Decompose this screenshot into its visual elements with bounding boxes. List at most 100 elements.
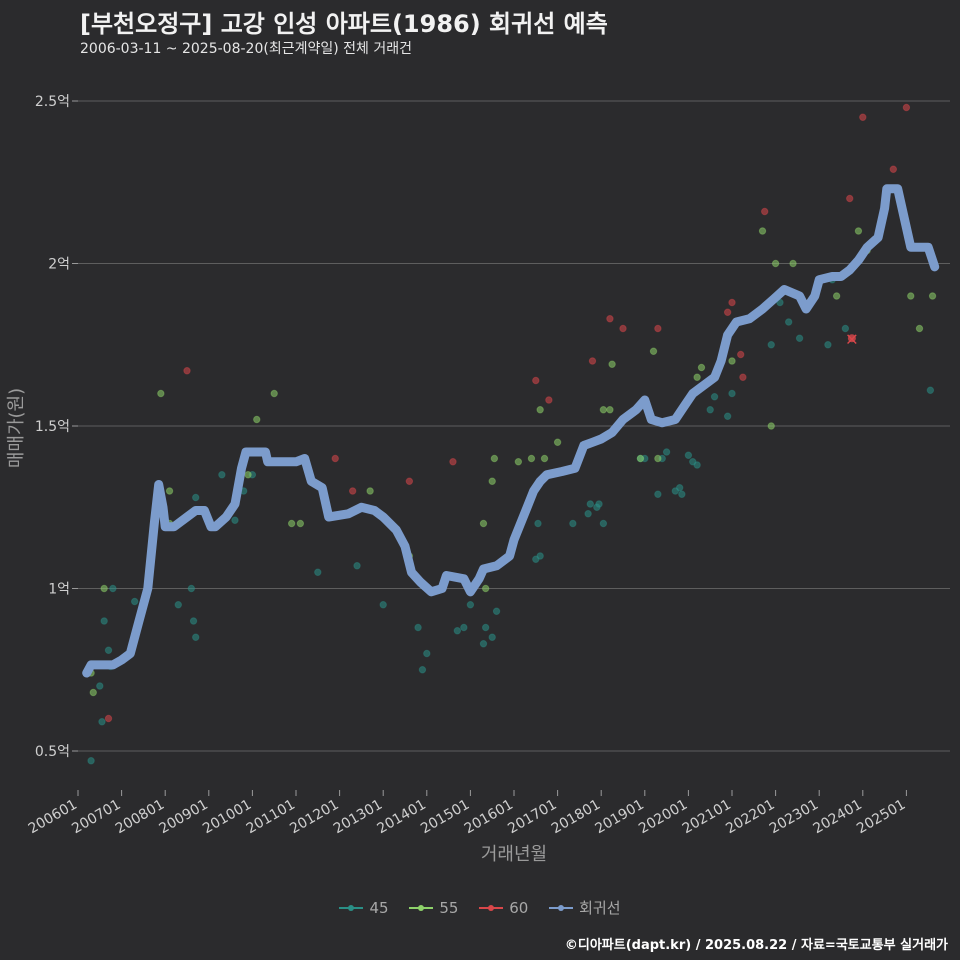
data-point-45 bbox=[784, 318, 793, 326]
legend-item-regression: 회귀선 bbox=[549, 897, 621, 918]
data-point-55 bbox=[366, 487, 374, 495]
data-point-55 bbox=[907, 292, 915, 300]
data-point-60 bbox=[104, 714, 113, 723]
data-point-55 bbox=[479, 519, 488, 528]
data-point-55 bbox=[599, 406, 608, 414]
legend-item-60: 60 bbox=[479, 899, 528, 917]
data-point-45 bbox=[684, 451, 693, 459]
data-point-45 bbox=[174, 601, 182, 609]
data-point-45 bbox=[192, 493, 200, 502]
data-point-55 bbox=[481, 584, 490, 593]
legend-label-45: 45 bbox=[369, 898, 389, 917]
data-point-60 bbox=[449, 458, 457, 466]
data-point-60 bbox=[761, 207, 769, 216]
data-point-60 bbox=[846, 194, 854, 203]
x-tick-label: 201301 bbox=[331, 797, 385, 838]
data-point-55 bbox=[654, 454, 662, 463]
data-point-45 bbox=[841, 324, 850, 333]
data-point-55 bbox=[296, 519, 305, 528]
data-point-60 bbox=[348, 487, 357, 495]
x-tick-label: 201101 bbox=[244, 797, 298, 838]
data-point-60 bbox=[606, 315, 614, 323]
data-point-55 bbox=[636, 454, 645, 463]
data-point-45 bbox=[492, 607, 501, 615]
data-point-55 bbox=[270, 389, 278, 398]
regression-line bbox=[82, 184, 940, 678]
data-point-55 bbox=[697, 363, 706, 372]
x-tick-label: 200701 bbox=[69, 797, 123, 838]
data-point-55 bbox=[649, 347, 658, 355]
legend-label-55: 55 bbox=[439, 898, 459, 917]
data-point-55 bbox=[540, 454, 549, 463]
data-point-45 bbox=[728, 389, 736, 398]
data-point-45 bbox=[599, 519, 608, 528]
data-point-55 bbox=[89, 688, 97, 697]
x-tick-label: 201701 bbox=[505, 797, 559, 838]
data-point-45 bbox=[675, 484, 684, 492]
x-tick-label: 200601 bbox=[26, 797, 80, 838]
data-point-45 bbox=[710, 393, 719, 401]
data-point-55 bbox=[771, 259, 780, 268]
data-point-45 bbox=[453, 627, 462, 635]
data-point-45 bbox=[481, 623, 490, 632]
data-point-45 bbox=[96, 682, 104, 690]
data-point-60 bbox=[405, 477, 414, 485]
data-point-45 bbox=[534, 519, 542, 528]
legend-label-60: 60 bbox=[509, 898, 529, 917]
data-point-55 bbox=[157, 389, 165, 398]
data-point-45 bbox=[100, 617, 108, 625]
data-point-45 bbox=[662, 448, 671, 456]
x-tick-label: 202001 bbox=[636, 797, 690, 838]
data-point-60 bbox=[728, 298, 736, 307]
x-tick-label: 201401 bbox=[375, 797, 429, 838]
x-tick-label: 202201 bbox=[723, 797, 777, 838]
data-point-45 bbox=[187, 584, 196, 593]
data-point-60 bbox=[331, 454, 339, 463]
data-point-55 bbox=[490, 454, 499, 463]
data-point-45 bbox=[379, 601, 387, 609]
data-point-55 bbox=[728, 357, 736, 365]
data-point-60 bbox=[723, 308, 732, 316]
data-point-55 bbox=[253, 415, 261, 424]
data-point-55 bbox=[536, 406, 544, 414]
data-point-45 bbox=[723, 412, 732, 420]
data-point-45 bbox=[693, 461, 701, 469]
data-point-45 bbox=[706, 406, 714, 414]
y-tick-label: 0.5억 bbox=[35, 744, 70, 760]
data-point-45 bbox=[414, 623, 422, 632]
data-point-60 bbox=[588, 357, 597, 365]
latest-trade-point bbox=[847, 334, 856, 343]
data-point-55 bbox=[789, 259, 797, 268]
data-point-60 bbox=[619, 324, 627, 333]
y-axis-label: 매매가(원) bbox=[6, 388, 27, 468]
data-point-45 bbox=[678, 490, 686, 498]
data-point-45 bbox=[671, 487, 680, 495]
legend-key-45-icon bbox=[339, 900, 364, 916]
y-tick-label: 2.5억 bbox=[35, 94, 70, 110]
data-point-55 bbox=[832, 292, 841, 300]
data-point-45 bbox=[795, 334, 804, 342]
data-point-60 bbox=[737, 350, 745, 359]
data-point-55 bbox=[100, 584, 108, 593]
data-point-45 bbox=[569, 519, 577, 528]
data-point-55 bbox=[767, 422, 775, 430]
chart-title: [부천오정구] 고강 인성 아파트(1986) 회귀선 예측 bbox=[80, 10, 608, 38]
data-point-45 bbox=[423, 649, 431, 658]
data-point-55 bbox=[915, 324, 924, 333]
data-point-60 bbox=[545, 396, 553, 404]
data-point-45 bbox=[231, 516, 239, 524]
x-tick-label: 202401 bbox=[811, 797, 865, 838]
data-point-55 bbox=[758, 227, 767, 235]
x-tick-label: 201901 bbox=[593, 797, 647, 838]
legend-key-55-icon bbox=[409, 900, 434, 916]
data-point-45 bbox=[479, 640, 488, 648]
data-point-45 bbox=[536, 552, 544, 560]
x-tick-label: 200901 bbox=[157, 797, 211, 838]
data-point-55 bbox=[854, 227, 863, 235]
latest-trade-marker: × bbox=[845, 329, 859, 349]
data-point-45 bbox=[418, 666, 427, 674]
legend-item-55: 55 bbox=[409, 899, 458, 917]
data-point-55 bbox=[693, 373, 701, 381]
source-credit: ©디아파트(dapt.kr) / 2025.08.22 / 자료=국토교통부 실… bbox=[564, 938, 948, 953]
data-point-45 bbox=[189, 617, 198, 625]
